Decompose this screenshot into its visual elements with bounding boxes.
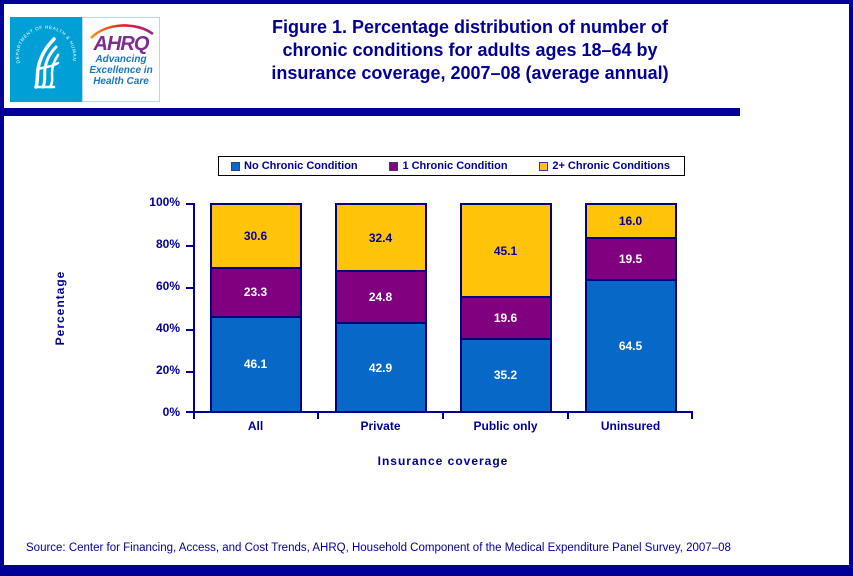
bar-segment: 30.6 bbox=[211, 205, 300, 267]
figure-title-line: Figure 1. Percentage distribution of num… bbox=[271, 17, 669, 37]
y-tick-label: 0% bbox=[162, 405, 180, 419]
y-tick bbox=[186, 411, 193, 413]
svg-text:DEPARTMENT OF HEALTH & HUMAN S: DEPARTMENT OF HEALTH & HUMAN SERVICES · … bbox=[10, 17, 77, 64]
hhs-emblem: DEPARTMENT OF HEALTH & HUMAN SERVICES · … bbox=[8, 13, 82, 102]
bar-value-label: 46.1 bbox=[243, 357, 268, 372]
ahrq-wordmark: AHRQ Advancing Excellence in Health Care bbox=[82, 17, 160, 102]
y-tick-label: 80% bbox=[155, 237, 180, 251]
y-tick-label: 60% bbox=[155, 279, 180, 293]
bar-segment: 64.5 bbox=[586, 278, 675, 411]
bar-segment: 35.2 bbox=[461, 337, 550, 411]
footer-bar bbox=[4, 565, 849, 572]
y-tick bbox=[186, 371, 193, 373]
stacked-bar: 32.4 24.8 42.9 bbox=[334, 203, 427, 413]
x-axis-title: Insurance coverage bbox=[377, 454, 509, 468]
bar-value-label: 35.2 bbox=[493, 368, 518, 383]
y-tick-label: 20% bbox=[155, 363, 180, 377]
ahrq-tagline-line: Health Care bbox=[93, 76, 149, 87]
x-axis-tick bbox=[691, 413, 693, 419]
bar-value-label: 23.3 bbox=[243, 285, 268, 300]
bar-segment: 19.6 bbox=[461, 296, 550, 338]
y-tick-label: 100% bbox=[149, 195, 180, 209]
bar-segment: 16.0 bbox=[586, 205, 675, 238]
x-axis-tick bbox=[442, 413, 444, 419]
hhs-eagle-icon: DEPARTMENT OF HEALTH & HUMAN SERVICES · … bbox=[8, 13, 77, 89]
bar-segment: 32.4 bbox=[336, 205, 425, 271]
legend-marker-icon bbox=[231, 161, 240, 171]
bar-segment: 45.1 bbox=[461, 205, 550, 297]
bar-value-label: 19.6 bbox=[493, 311, 518, 325]
bar-segment: 19.5 bbox=[586, 237, 675, 279]
header-divider-bar bbox=[4, 108, 740, 116]
ahrq-tagline-line: Advancing bbox=[95, 54, 147, 65]
y-tick bbox=[186, 329, 193, 331]
legend-label: No Chronic Condition bbox=[244, 160, 358, 172]
bar-value-label: 64.5 bbox=[618, 338, 643, 353]
stacked-bar: 30.6 23.3 46.1 bbox=[209, 203, 302, 413]
bar-value-label: 32.4 bbox=[368, 230, 393, 245]
bar-segment: 24.8 bbox=[336, 270, 425, 323]
hhs-ring-text: DEPARTMENT OF HEALTH & HUMAN SERVICES · … bbox=[8, 13, 76, 64]
x-axis-tick bbox=[567, 413, 569, 419]
x-category-label: All bbox=[247, 419, 264, 433]
bar-segment: 46.1 bbox=[211, 315, 300, 411]
chart-legend: No Chronic Condition 1 Chronic Condition 2… bbox=[218, 156, 685, 176]
plot-area: 0% 20% 40% 60% 80% 100% 30.6 23.3 46.1 All 32.4 24.… bbox=[149, 195, 693, 433]
bar-value-label: 16.0 bbox=[618, 214, 643, 229]
source-note: Source: Center for Financing, Access, an… bbox=[26, 542, 731, 554]
y-tick bbox=[186, 203, 193, 205]
bar-value-label: 24.8 bbox=[368, 290, 393, 305]
y-tick bbox=[186, 245, 193, 247]
legend-marker-icon bbox=[389, 161, 399, 171]
y-tick-label: 40% bbox=[155, 321, 180, 335]
bar-segment: 23.3 bbox=[211, 266, 300, 316]
x-category-label: Public only bbox=[473, 419, 538, 433]
figure-title-line: insurance coverage, 2007–08 (average ann… bbox=[271, 63, 669, 83]
y-tick bbox=[186, 287, 193, 289]
x-category-label: Private bbox=[360, 419, 401, 433]
y-axis-line bbox=[193, 203, 195, 413]
legend-label: 1 Chronic Condition bbox=[402, 160, 508, 172]
legend-label: 2+ Chronic Conditions bbox=[552, 160, 670, 172]
stacked-bar: 16.0 19.5 64.5 bbox=[584, 203, 677, 413]
x-category-label: Uninsured bbox=[600, 419, 661, 433]
bar-value-label: 45.1 bbox=[493, 243, 518, 258]
bar-value-label: 42.9 bbox=[368, 360, 393, 375]
ahrq-tagline-line: Excellence in bbox=[89, 65, 153, 76]
bar-segment: 42.9 bbox=[336, 322, 425, 411]
legend-item-2: 1 Chronic Condition bbox=[389, 160, 508, 172]
rainbow-arc-icon bbox=[90, 24, 154, 39]
legend-item-1: No Chronic Condition bbox=[231, 160, 358, 172]
y-axis-title: Percentage bbox=[53, 270, 67, 346]
x-axis-tick bbox=[317, 413, 319, 419]
figure-title-line: chronic conditions for adults ages 18–64… bbox=[282, 40, 658, 60]
stacked-bar: 45.1 19.6 35.2 bbox=[459, 203, 552, 413]
figure-title: Figure 1. Percentage distribution of num… bbox=[180, 16, 760, 85]
ahrq-acronym: AHRQ bbox=[93, 33, 150, 55]
x-axis-tick bbox=[193, 413, 195, 419]
bar-value-label: 19.5 bbox=[618, 252, 643, 266]
bar-value-label: 30.6 bbox=[243, 228, 268, 243]
legend-marker-icon bbox=[539, 161, 549, 171]
legend-item-3: 2+ Chronic Conditions bbox=[539, 160, 670, 172]
ahrq-hhs-logo: DEPARTMENT OF HEALTH & HUMAN SERVICES · … bbox=[8, 13, 160, 102]
x-axis-line bbox=[193, 411, 693, 413]
